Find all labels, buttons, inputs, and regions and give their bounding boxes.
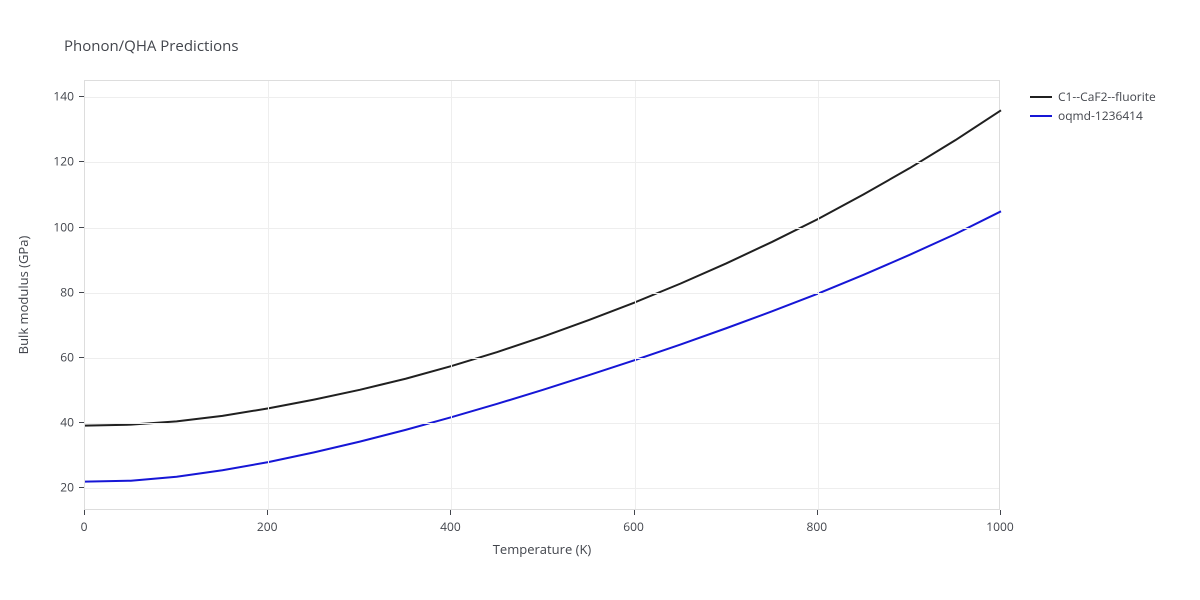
- gridline-h: [85, 358, 999, 359]
- x-tick: [84, 510, 85, 515]
- y-tick: [79, 357, 84, 358]
- x-tick-label: 0: [81, 518, 88, 535]
- x-tick: [267, 510, 268, 515]
- x-tick: [817, 510, 818, 515]
- gridline-h: [85, 162, 999, 163]
- x-tick-label: 800: [807, 518, 828, 535]
- y-tick: [79, 227, 84, 228]
- legend-swatch: [1030, 115, 1052, 117]
- gridline-v: [451, 81, 452, 509]
- y-tick: [79, 96, 84, 97]
- legend: C1--CaF2--fluorite oqmd-1236414: [1030, 88, 1156, 126]
- y-tick-label: 100: [53, 218, 74, 235]
- gridline-v: [818, 81, 819, 509]
- chart-title: Phonon/QHA Predictions: [64, 36, 239, 56]
- gridline-h: [85, 97, 999, 98]
- x-tick: [450, 510, 451, 515]
- legend-item[interactable]: oqmd-1236414: [1030, 107, 1156, 124]
- series-line[interactable]: [85, 110, 1001, 425]
- series-line[interactable]: [85, 211, 1001, 481]
- y-tick: [79, 422, 84, 423]
- legend-swatch: [1030, 96, 1052, 98]
- legend-label: oqmd-1236414: [1058, 107, 1143, 124]
- gridline-v: [635, 81, 636, 509]
- y-tick: [79, 161, 84, 162]
- legend-item[interactable]: C1--CaF2--fluorite: [1030, 88, 1156, 105]
- y-tick: [79, 292, 84, 293]
- y-tick-label: 120: [53, 153, 74, 170]
- gridline-h: [85, 423, 999, 424]
- y-tick-label: 140: [53, 88, 74, 105]
- x-tick-label: 600: [623, 518, 644, 535]
- y-tick-label: 60: [60, 348, 74, 365]
- x-axis-label: Temperature (K): [493, 540, 592, 558]
- legend-label: C1--CaF2--fluorite: [1058, 88, 1156, 105]
- y-tick-label: 80: [60, 283, 74, 300]
- x-tick: [634, 510, 635, 515]
- gridline-h: [85, 488, 999, 489]
- y-tick-label: 20: [60, 479, 74, 496]
- y-tick: [79, 487, 84, 488]
- gridline-v: [268, 81, 269, 509]
- gridline-h: [85, 293, 999, 294]
- x-tick: [1000, 510, 1001, 515]
- chart-lines: [85, 81, 1001, 511]
- y-tick-label: 40: [60, 414, 74, 431]
- y-axis-label: Bulk modulus (GPa): [14, 236, 32, 355]
- x-tick-label: 1000: [986, 518, 1013, 535]
- x-tick-label: 200: [257, 518, 278, 535]
- gridline-h: [85, 228, 999, 229]
- plot-area: [84, 80, 1000, 510]
- x-tick-label: 400: [440, 518, 461, 535]
